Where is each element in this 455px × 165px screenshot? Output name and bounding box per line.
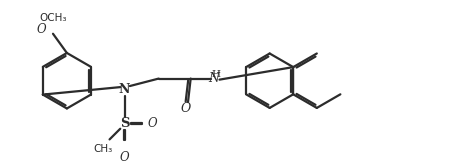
Text: CH₃: CH₃ [94, 144, 113, 154]
Text: S: S [120, 117, 129, 130]
Text: O: O [147, 117, 157, 130]
Text: O: O [180, 102, 191, 115]
Text: OCH₃: OCH₃ [39, 13, 67, 23]
Text: N: N [119, 83, 130, 96]
Text: N: N [209, 72, 220, 85]
Text: O: O [120, 151, 129, 164]
Text: H: H [212, 70, 221, 79]
Text: O: O [36, 23, 46, 36]
